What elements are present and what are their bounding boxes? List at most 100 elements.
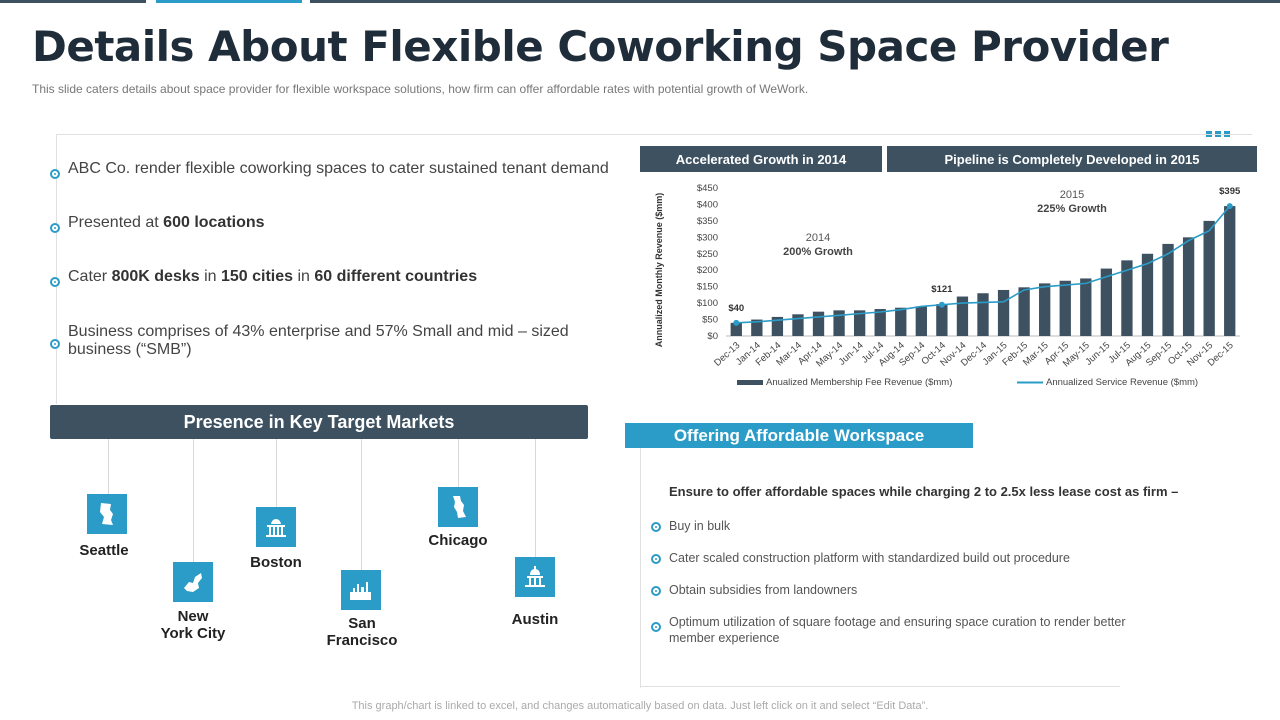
bullet-locations: Presented at 600 locations <box>50 214 265 233</box>
market-seattle: Seattle <box>79 542 129 559</box>
offering-item: Optimum utilization of square footage an… <box>651 614 1171 646</box>
y-tick-label: $250 <box>697 249 718 260</box>
legend-label-service: Annualized Service Revenue ($mm) <box>1046 377 1198 388</box>
chicago-map-icon <box>438 487 478 527</box>
frame-line-bottom <box>640 686 1120 687</box>
presence-banner: Presence in Key Target Markets <box>50 405 588 439</box>
bullet-text: ABC Co. render flexible coworking spaces… <box>68 160 609 177</box>
bullet-business-mix: Business comprises of 43% enterprise and… <box>50 323 610 359</box>
bullet-dot-icon <box>50 277 60 287</box>
top-bar-accent <box>156 0 302 3</box>
y-tick-label: $150 <box>697 282 718 293</box>
data-label: $395 <box>1219 186 1241 197</box>
bar <box>977 293 989 336</box>
bar <box>1224 206 1236 336</box>
offering-lead: Ensure to offer affordable spaces while … <box>669 484 1179 499</box>
y-tick-label: $100 <box>697 298 718 309</box>
data-label: $40 <box>728 303 744 314</box>
bullet-bold-countries: 60 different countries <box>314 268 478 285</box>
bar <box>812 311 825 336</box>
page-title: Details About Flexible Coworking Space P… <box>32 22 1169 71</box>
bar <box>895 307 907 336</box>
bullet-dot-icon <box>50 223 60 233</box>
frame-line-left <box>56 134 57 404</box>
market-austin: Austin <box>511 611 559 628</box>
new-york-map-icon <box>173 562 213 602</box>
bullet-render: ABC Co. render flexible coworking spaces… <box>50 160 609 179</box>
connector-line <box>458 439 459 487</box>
bar <box>1203 220 1215 336</box>
bullet-dot-icon <box>50 169 60 179</box>
bar <box>956 296 969 336</box>
bar <box>1080 278 1092 336</box>
y-tick-label: $0 <box>707 331 718 342</box>
bar <box>853 310 866 336</box>
bar <box>771 316 784 336</box>
banner-pipeline-2015: Pipeline is Completely Developed in 2015 <box>887 146 1257 172</box>
connector-line <box>535 439 536 557</box>
bullet-dot-icon <box>651 554 661 564</box>
market-line: York City <box>160 625 226 642</box>
top-bar-dark-right <box>310 0 1280 3</box>
offering-item-text: Buy in bulk <box>669 519 731 533</box>
san-francisco-skyline-icon <box>341 570 381 610</box>
connector-line <box>193 439 194 562</box>
bar <box>833 310 845 336</box>
bullet-text: Business comprises of 43% enterprise and… <box>68 323 569 358</box>
y-tick-label: $200 <box>697 265 718 276</box>
seattle-map-icon <box>87 494 127 534</box>
bar <box>936 304 948 336</box>
bar <box>915 306 927 336</box>
bar <box>1100 268 1113 336</box>
market-line: San <box>348 615 376 632</box>
bullet-dot-icon <box>50 339 60 349</box>
bar <box>997 289 1010 336</box>
annotation-year: 2014 <box>806 232 830 244</box>
legend-swatch-membership <box>737 380 763 385</box>
bar <box>1039 283 1051 336</box>
bar <box>730 322 742 336</box>
connector-line <box>108 439 109 494</box>
bar <box>1121 260 1133 336</box>
y-tick-label: $450 <box>697 183 718 194</box>
annotation-year: 2015 <box>1060 189 1084 201</box>
bullet-dot-icon <box>651 622 661 632</box>
frame-line-left <box>640 448 641 688</box>
offering-item: Buy in bulk <box>651 518 1171 534</box>
market-san-francisco: San Francisco <box>316 615 408 649</box>
revenue-chart: Annualized Monthly Revenue ($mm) $0 $50 $10… <box>654 183 1241 388</box>
market-line: New <box>177 608 209 625</box>
austin-capitol-icon <box>515 557 555 597</box>
bar <box>751 319 763 336</box>
bullet-bold-desks: 800K desks <box>111 268 200 285</box>
market-boston: Boston <box>250 554 302 571</box>
offering-item-text: Cater scaled construction platform with … <box>669 551 1070 565</box>
bullet-text: in <box>199 268 221 285</box>
data-label: $121 <box>931 284 953 295</box>
y-tick-label: $50 <box>702 315 718 326</box>
bar <box>1162 243 1174 336</box>
line-point <box>733 319 740 326</box>
bar <box>1182 237 1195 336</box>
offering-item-text: Obtain subsidies from landowners <box>669 583 858 597</box>
y-tick-label: $400 <box>697 199 718 210</box>
bullet-dot-icon <box>651 586 661 596</box>
market-chicago: Chicago <box>428 532 488 549</box>
market-new-york: New York City <box>150 608 236 642</box>
bullet-bold: 600 locations <box>163 214 265 231</box>
annotation-growth: 225% Growth <box>1037 203 1107 215</box>
bullet-text: Presented at <box>68 214 164 231</box>
annotation-growth: 200% Growth <box>783 246 853 258</box>
bar <box>792 314 804 336</box>
frame-line-top <box>56 134 1252 135</box>
bar <box>1018 287 1030 336</box>
bullet-desks: Cater 800K desks in 150 cities in 60 dif… <box>50 268 478 287</box>
connector-line <box>276 439 277 507</box>
bullet-dot-icon <box>651 522 661 532</box>
bullet-text: Cater <box>68 268 112 285</box>
y-tick-label: $300 <box>697 232 718 243</box>
offering-item-text: Optimum utilization of square footage an… <box>669 615 1126 645</box>
market-line: Francisco <box>326 632 398 649</box>
offering-item: Obtain subsidies from landowners <box>651 582 1171 598</box>
line-point <box>938 301 945 308</box>
